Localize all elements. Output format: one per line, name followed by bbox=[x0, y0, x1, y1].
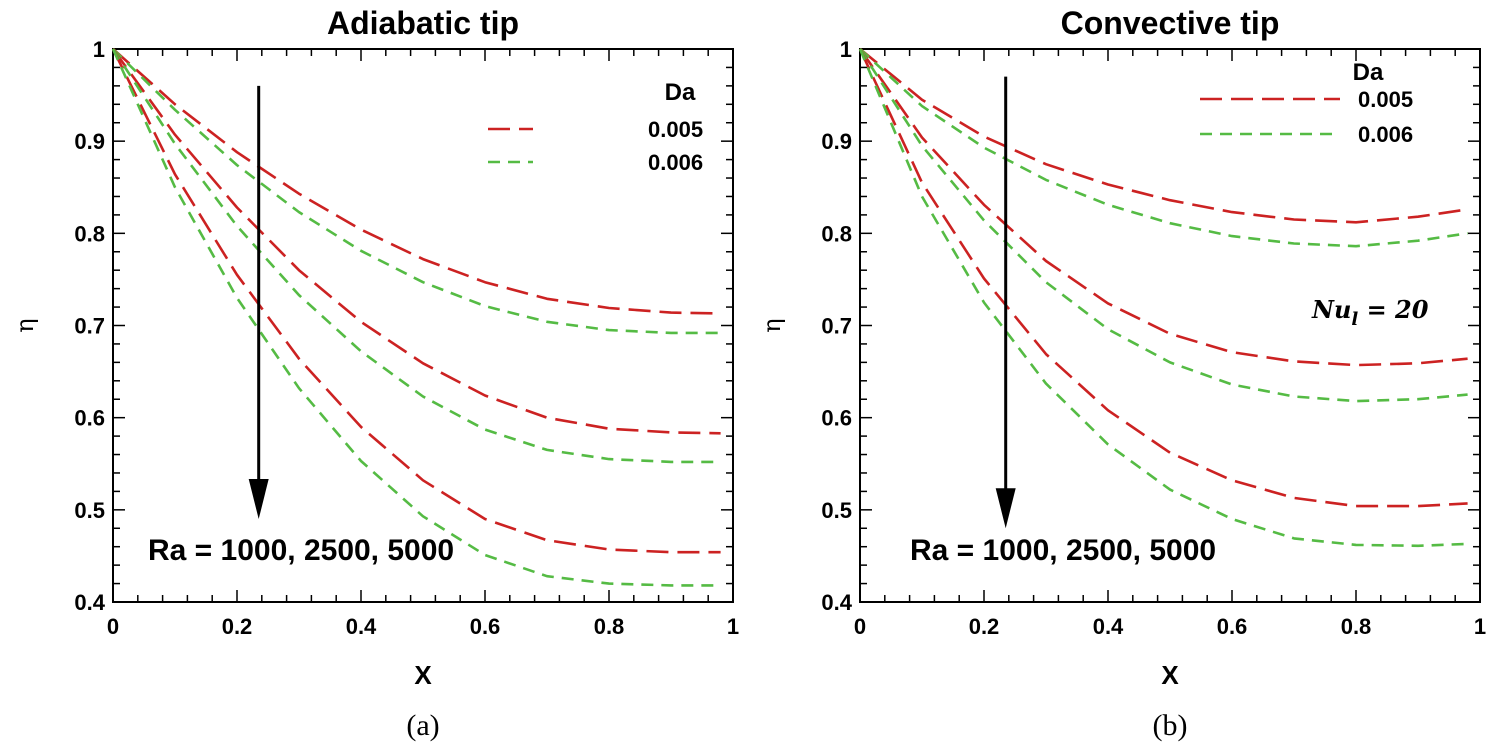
y-tick-label: 0.7 bbox=[821, 314, 852, 339]
series-line-da-0005-2 bbox=[858, 48, 1468, 367]
series-line-da-0005-0 bbox=[112, 48, 721, 315]
ra-annotation: Ra = 1000, 2500, 5000 bbox=[148, 534, 454, 567]
x-axis-label: X bbox=[414, 660, 432, 690]
legend-title: Da bbox=[1353, 59, 1384, 86]
chart-title: Adiabatic tip bbox=[327, 5, 519, 41]
panel-caption: (b) bbox=[1153, 709, 1188, 742]
x-tick-label: 0 bbox=[107, 614, 119, 639]
x-tick-label: 0.6 bbox=[470, 614, 501, 639]
x-tick-label: 0.8 bbox=[1341, 614, 1372, 639]
legend-entry-label: 0.005 bbox=[648, 117, 703, 142]
trend-arrow-head bbox=[995, 488, 1016, 529]
y-tick-label: 0.9 bbox=[74, 129, 105, 154]
series-line-da-0006-1 bbox=[112, 48, 721, 335]
panel-convective: Convective tip 0 0.2 0.4 0.6 0.8 1 0.4 0.5 0.6 0.7… bbox=[758, 5, 1486, 742]
y-tick-label: 0.4 bbox=[821, 590, 852, 615]
series-line-da-0006-3 bbox=[111, 48, 721, 464]
y-tick-label: 0.7 bbox=[74, 314, 105, 339]
series-line-da-0005-0 bbox=[859, 47, 1468, 224]
series-line-da-0006-5 bbox=[111, 48, 721, 587]
panel-adiabatic: Adiabatic tip 0 0.2 0.4 0.6 0.8 1 0.4 0.5 0.6 0.7 0… bbox=[11, 5, 739, 742]
x-tick-label: 0 bbox=[854, 614, 866, 639]
y-tick-label: 1 bbox=[840, 37, 852, 62]
y-tick-label: 0.5 bbox=[821, 498, 852, 523]
y-tick-label: 0.8 bbox=[821, 221, 852, 246]
series-line-da-0006-5 bbox=[858, 48, 1468, 548]
series-line-da-0005-4 bbox=[858, 48, 1468, 508]
x-tick-label: 0.4 bbox=[1093, 614, 1124, 639]
panel-caption: (a) bbox=[406, 709, 439, 742]
y-tick-label: 0.6 bbox=[821, 406, 852, 431]
y-tick-label: 0.8 bbox=[74, 221, 105, 246]
y-tick-label: 0.5 bbox=[74, 498, 105, 523]
ra-annotation: Ra = 1000, 2500, 5000 bbox=[910, 534, 1216, 567]
x-tick-label: 1 bbox=[1474, 614, 1486, 639]
series-line-da-0005-4 bbox=[111, 48, 721, 554]
legend-title: Da bbox=[665, 79, 696, 106]
x-tick-label: 0.4 bbox=[346, 614, 377, 639]
y-axis-label: η bbox=[758, 318, 786, 332]
y-tick-label: 0.6 bbox=[74, 406, 105, 431]
plot-frame bbox=[112, 48, 734, 603]
legend-entry-label: 0.006 bbox=[1358, 122, 1413, 147]
x-tick-label: 0.8 bbox=[594, 614, 625, 639]
x-tick-label: 1 bbox=[727, 614, 739, 639]
nu-annotation: Nul = 20 bbox=[1311, 295, 1429, 330]
y-tick-label: 0.4 bbox=[74, 590, 105, 615]
series-line-da-0005-2 bbox=[111, 48, 721, 435]
x-axis-label: X bbox=[1161, 660, 1179, 690]
series-line-da-0006-3 bbox=[858, 48, 1468, 403]
y-tick-label: 1 bbox=[93, 37, 105, 62]
legend-entry-label: 0.005 bbox=[1358, 87, 1413, 112]
x-tick-label: 0.2 bbox=[969, 614, 1000, 639]
y-tick-label: 0.9 bbox=[821, 129, 852, 154]
x-tick-label: 0.6 bbox=[1217, 614, 1248, 639]
legend-entry-label: 0.006 bbox=[648, 150, 703, 175]
trend-arrow-head bbox=[248, 479, 269, 520]
x-tick-label: 0.2 bbox=[222, 614, 253, 639]
chart-title: Convective tip bbox=[1061, 5, 1280, 41]
series-line-da-0006-1 bbox=[859, 48, 1468, 248]
y-axis-label: η bbox=[11, 318, 39, 332]
